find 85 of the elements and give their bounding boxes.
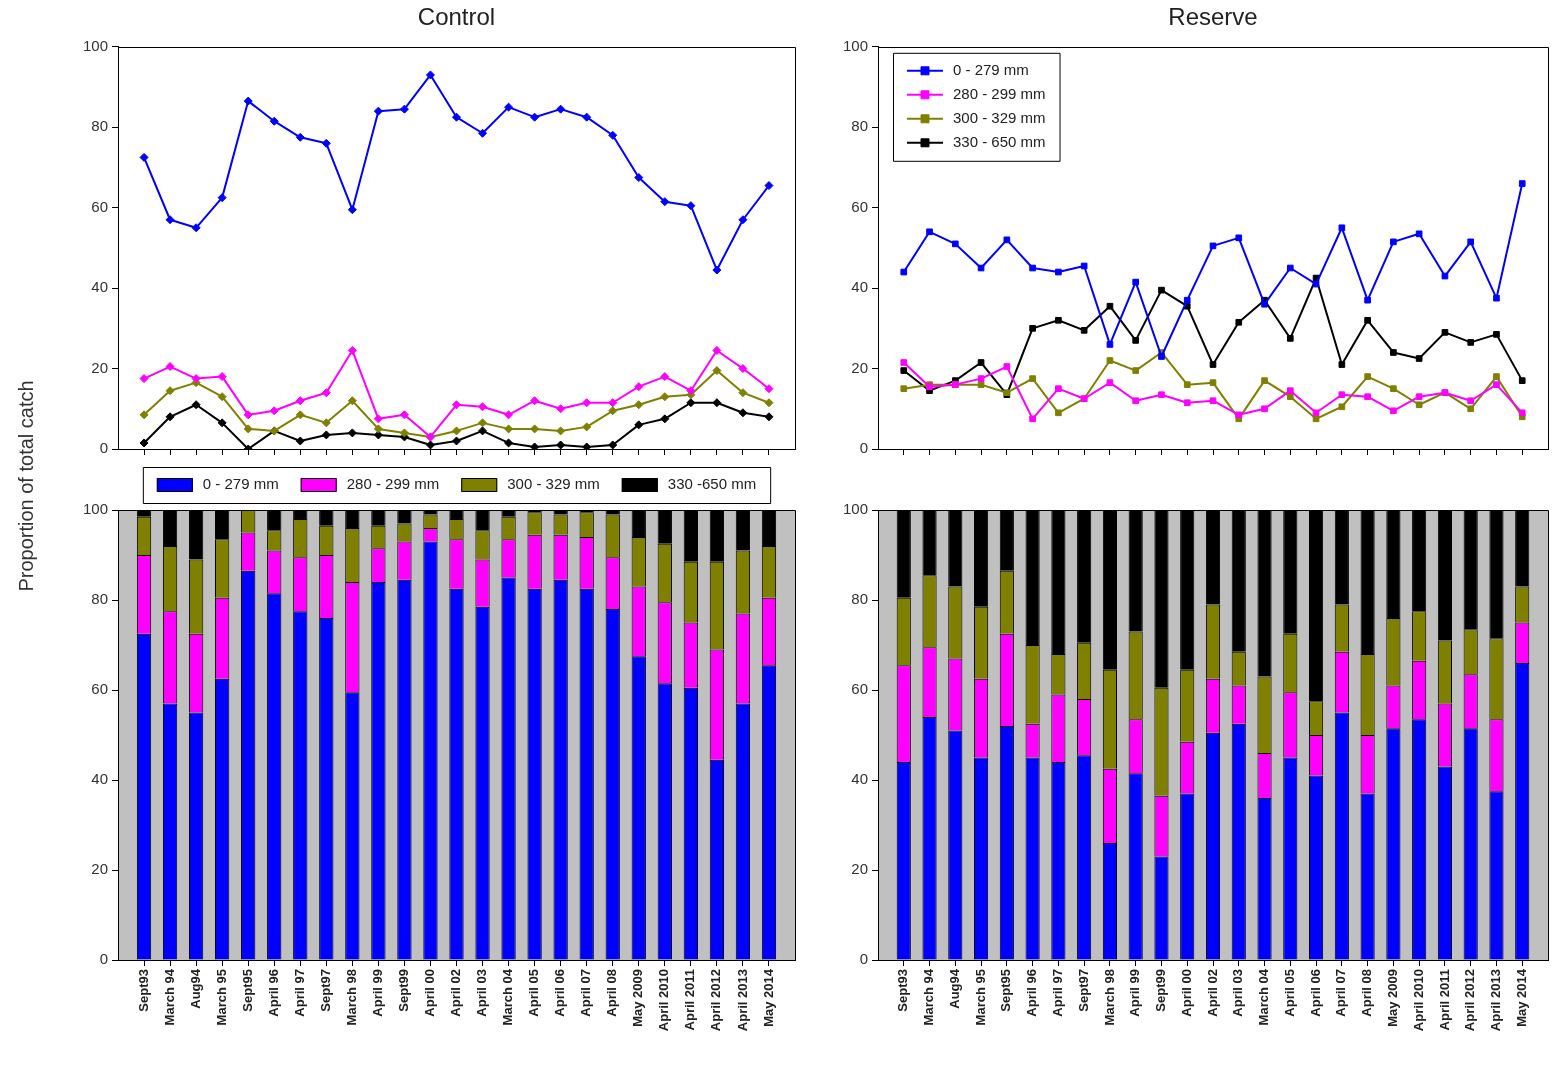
x-tick-label: April 06: [1307, 969, 1323, 1017]
x-tick-label: April 06: [552, 969, 568, 1017]
x-tick-label: Sept99: [1153, 969, 1169, 1012]
y-tick-label: 80: [91, 590, 108, 608]
y-tick-label: 60: [91, 197, 108, 215]
legend-label: 330 -650 mm: [667, 475, 757, 493]
legend-label: 0 - 279 mm: [953, 60, 1029, 78]
x-tick-label: April 2011: [682, 969, 698, 1031]
x-tick-label: April 07: [1333, 969, 1349, 1017]
x-tick-label: April 96: [1024, 969, 1040, 1017]
legend-label: 280 - 299 mm: [346, 475, 440, 493]
x-tick-label: April 02: [448, 969, 464, 1017]
y-tick-label: 60: [851, 680, 868, 698]
legend-label: 280 - 299 mm: [953, 84, 1046, 102]
y-tick-label: 80: [851, 590, 868, 608]
x-tick-label: March 04: [500, 968, 516, 1026]
y-axis-title: Proportion of total catch: [13, 380, 38, 592]
y-tick-label: 40: [91, 278, 108, 296]
x-tick-label: March 94: [921, 968, 937, 1026]
y-tick-label: 20: [91, 860, 108, 878]
y-tick-label: 60: [91, 680, 108, 698]
x-tick-label: April 05: [526, 969, 542, 1017]
y-tick-label: 40: [851, 278, 868, 296]
y-tick-label: 100: [842, 36, 868, 54]
x-tick-label: March 94: [161, 968, 177, 1026]
x-tick-label: April 99: [1127, 969, 1143, 1017]
y-tick-label: 20: [851, 358, 868, 376]
x-tick-label: April 2013: [1488, 969, 1504, 1032]
x-tick-label: April 00: [422, 969, 438, 1017]
legend-label: 330 - 650 mm: [953, 132, 1046, 150]
x-tick-label: April 03: [1230, 969, 1246, 1017]
x-tick-label: Sept97: [1075, 969, 1091, 1012]
x-tick-label: April 05: [1281, 969, 1297, 1017]
y-tick-label: 60: [851, 197, 868, 215]
y-tick-label: 100: [82, 36, 108, 54]
y-tick-label: 20: [91, 358, 108, 376]
x-tick-label: May 2014: [760, 968, 776, 1027]
x-tick-label: April 08: [604, 969, 620, 1017]
x-tick-label: March 95: [213, 969, 229, 1026]
x-tick-label: April 2010: [656, 969, 672, 1032]
x-tick-label: Sept93: [895, 969, 911, 1012]
y-tick-label: 100: [842, 500, 868, 518]
y-tick-label: 0: [99, 950, 108, 968]
x-tick-label: May 2009: [1384, 969, 1400, 1027]
chart-title: Control: [417, 3, 496, 31]
x-tick-label: April 2012: [708, 969, 724, 1032]
y-tick-label: 100: [82, 500, 108, 518]
x-tick-label: March 98: [1101, 969, 1117, 1026]
y-tick-label: 80: [851, 117, 868, 135]
chart-title: Reserve: [1168, 3, 1258, 31]
x-tick-label: March 04: [1256, 968, 1272, 1026]
x-tick-label: March 95: [972, 969, 988, 1026]
legend-label: 300 - 329 mm: [953, 108, 1046, 126]
y-tick-label: 0: [859, 950, 868, 968]
x-tick-label: April 02: [1204, 969, 1220, 1017]
x-tick-label: May 2014: [1513, 968, 1529, 1027]
x-tick-label: April 08: [1359, 969, 1375, 1017]
x-tick-label: Sept97: [317, 969, 333, 1012]
x-tick-label: March 98: [343, 969, 359, 1026]
x-tick-label: Sept95: [998, 969, 1014, 1012]
x-tick-label: April 00: [1178, 969, 1194, 1017]
x-tick-label: Sept99: [396, 969, 411, 1012]
x-tick-label: April 07: [578, 969, 594, 1017]
x-tick-label: April 2012: [1462, 969, 1478, 1032]
x-tick-label: Sept93: [135, 969, 151, 1012]
legend-label: 0 - 279 mm: [202, 475, 279, 493]
x-tick-label: April 2011: [1436, 969, 1452, 1031]
y-tick-label: 0: [859, 439, 868, 457]
x-tick-label: April 97: [291, 969, 307, 1017]
x-tick-label: April 97: [1049, 969, 1065, 1017]
x-tick-label: Sept95: [239, 969, 255, 1012]
y-tick-label: 80: [91, 117, 108, 135]
y-tick-label: 40: [851, 770, 868, 788]
y-tick-label: 0: [99, 439, 108, 457]
x-tick-label: April 96: [265, 969, 281, 1017]
y-tick-label: 40: [91, 770, 108, 788]
x-tick-label: Aug94: [946, 968, 962, 1009]
y-tick-label: 20: [851, 860, 868, 878]
x-tick-label: April 2013: [734, 969, 750, 1032]
x-tick-label: Aug94: [187, 968, 203, 1009]
legend-label: 300 - 329 mm: [507, 475, 600, 493]
x-tick-label: April 03: [474, 969, 490, 1017]
x-tick-label: April 2010: [1410, 969, 1426, 1032]
x-tick-label: May 2009: [630, 969, 646, 1027]
x-tick-label: April 99: [369, 969, 385, 1017]
